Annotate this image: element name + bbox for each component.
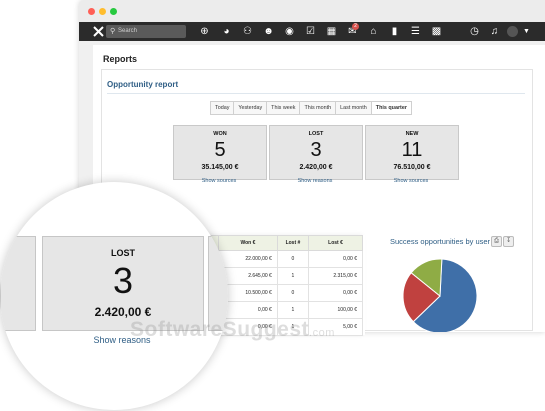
won-card: WON 5 35.145,00 € (173, 125, 267, 180)
user-avatar-icon[interactable] (507, 26, 518, 37)
card-label: WON (213, 131, 227, 137)
bell-icon[interactable]: ♫ (490, 26, 499, 37)
print-chart-icon[interactable]: ⎙ (491, 236, 502, 247)
table-row: 22.000,00 € 0 0,00 € (205, 250, 363, 268)
card-amount: 2.420,00 € (94, 305, 152, 319)
table-cell: 1 (276, 318, 310, 336)
download-chart-icon[interactable]: ↧ (503, 236, 514, 247)
won-card-zoomed (0, 236, 36, 331)
close-window-button[interactable] (88, 8, 95, 15)
new-show-sources-link[interactable]: Show sources (393, 178, 429, 184)
search-placeholder: Search (118, 28, 138, 34)
table-row: 0,00 € 1 100,00 € (205, 301, 363, 319)
chat-icon[interactable]: ✉ 2 (347, 23, 359, 37)
card-count: 3 (112, 260, 134, 301)
tab-this-month[interactable]: This month (300, 102, 337, 114)
lost-card: LOST 3 2.420,00 € (269, 125, 363, 180)
bar-chart-icon[interactable]: ▩ (431, 26, 442, 37)
card-count: 11 (401, 139, 423, 161)
table-cell: 100,00 € (308, 301, 363, 319)
user-icon[interactable]: ☻ (263, 26, 274, 37)
search-input[interactable]: ⚲ Search (106, 25, 186, 38)
tab-today[interactable]: Today (211, 102, 235, 114)
chevron-down-icon[interactable]: ▼ (523, 28, 530, 35)
table-cell: 2.315,00 € (308, 267, 363, 285)
watermark: SoftwareSuggest.com (130, 318, 335, 342)
chart-title: Success opportunities by user (390, 237, 491, 246)
maximize-window-button[interactable] (110, 8, 117, 15)
app-logo-icon[interactable] (92, 25, 105, 38)
folder-icon[interactable]: ▮ (391, 26, 398, 37)
tab-this-week[interactable]: This week (267, 102, 301, 114)
team-icon[interactable]: ⚇ (243, 26, 252, 37)
plus-circle-icon[interactable]: ⊕ (200, 26, 209, 37)
show-reasons-link-zoomed[interactable]: Show reasons (93, 335, 151, 345)
tab-yesterday[interactable]: Yesterday (234, 102, 268, 114)
section-title: Opportunity report (107, 80, 179, 89)
money-bag-icon[interactable]: ◉ (285, 26, 294, 37)
card-label: LOST (308, 131, 324, 137)
watermark-text: SoftwareSuggest (130, 318, 310, 341)
top-toolbar: ⚲ Search ⊕ ◕ ⚇ ☻ ◉ ☑ ▦ ✉ 2 ⌂ ▮ ☰ ▩ ◷ ♫ ▼ (79, 22, 545, 41)
column-header-lost-amount: Lost € (308, 235, 363, 251)
dashboard-icon[interactable]: ◕ (223, 26, 230, 37)
table-row: 2.645,00 € 1 2.315,00 € (205, 267, 363, 285)
pie-slice-third (410, 258, 443, 298)
pie-slice-largest (412, 258, 478, 332)
magnifier-overlay: LOST 3 2.420,00 € Show reasons (0, 182, 228, 410)
section-divider (107, 93, 525, 94)
card-count: 3 (310, 139, 322, 161)
title-bar (79, 0, 545, 22)
table-row: 10.500,00 € 0 0,00 € (205, 284, 363, 302)
table-cell: 0 (276, 284, 310, 302)
table-cell: 5,00 € (308, 318, 363, 336)
clock-icon[interactable]: ◷ (470, 26, 479, 37)
card-amount: 35.145,00 € (201, 164, 239, 171)
lost-show-reasons-link[interactable]: Show reasons (297, 178, 333, 184)
period-tabs: Today Yesterday This week This month Las… (210, 101, 412, 115)
page-title: Reports (103, 54, 138, 64)
table-cell: 1 (276, 267, 310, 285)
lost-card-zoomed: LOST 3 2.420,00 € (42, 236, 204, 331)
checklist-icon[interactable]: ☑ (306, 26, 315, 37)
watermark-suffix: .com (309, 327, 335, 339)
tab-last-month[interactable]: Last month (336, 102, 372, 114)
tab-this-quarter[interactable]: This quarter (371, 102, 411, 114)
new-card-zoomed (208, 236, 228, 331)
table-cell: 0,00 € (308, 250, 363, 268)
card-amount: 2.420,00 € (299, 164, 333, 171)
calendar-icon[interactable]: ▦ (326, 26, 337, 37)
card-amount: 76.510,00 € (393, 164, 431, 171)
card-label: NEW (405, 131, 419, 137)
pie-slice-second (402, 272, 441, 323)
basket-icon[interactable]: ⌂ (370, 26, 377, 37)
search-icon: ⚲ (110, 28, 116, 35)
minimize-window-button[interactable] (99, 8, 106, 15)
notification-badge: 2 (352, 23, 359, 30)
table-cell: 0 (276, 250, 310, 268)
list-icon[interactable]: ☰ (411, 26, 420, 37)
success-pie-chart (402, 258, 478, 332)
card-label: LOST (111, 248, 135, 258)
column-header-lost-count: Lost # (276, 235, 310, 251)
table-cell: 0,00 € (308, 284, 363, 302)
won-show-sources-link[interactable]: Show sources (201, 178, 237, 184)
card-count: 5 (214, 139, 226, 161)
new-card: NEW 11 76.510,00 € (365, 125, 459, 180)
table-header-row: Won € Lost # Lost € (205, 235, 363, 251)
table-cell: 1 (276, 301, 310, 319)
